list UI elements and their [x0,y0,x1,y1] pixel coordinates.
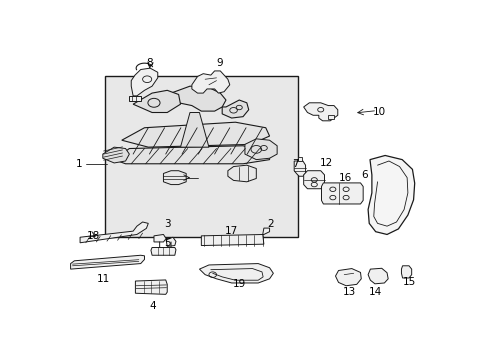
Text: 1: 1 [75,159,82,169]
Polygon shape [321,183,363,204]
Polygon shape [367,268,387,284]
Polygon shape [167,86,225,111]
Polygon shape [191,71,229,93]
Text: 6: 6 [361,170,367,180]
Bar [104,76,297,237]
Polygon shape [367,156,414,234]
Polygon shape [133,90,180,112]
Polygon shape [102,147,129,163]
Polygon shape [327,115,333,120]
Polygon shape [297,157,302,161]
Text: 10: 10 [372,107,385,117]
Text: 2: 2 [266,219,273,229]
Polygon shape [131,68,158,96]
Polygon shape [294,161,305,176]
Polygon shape [166,237,176,246]
Text: 11: 11 [97,274,110,284]
Polygon shape [114,146,269,164]
Polygon shape [244,139,277,159]
Polygon shape [201,228,269,246]
Text: 8: 8 [146,58,152,68]
Text: 13: 13 [342,287,355,297]
Polygon shape [303,171,324,189]
Polygon shape [135,280,167,294]
Text: 19: 19 [232,279,245,289]
Polygon shape [151,247,176,255]
Polygon shape [122,122,269,147]
Polygon shape [129,96,141,102]
Polygon shape [227,165,256,182]
Text: 14: 14 [368,287,381,297]
Polygon shape [199,264,273,283]
Text: 3: 3 [164,219,170,229]
Polygon shape [335,269,361,286]
Text: 9: 9 [216,58,223,68]
Polygon shape [163,171,186,185]
Text: 12: 12 [319,158,332,168]
Polygon shape [154,234,166,242]
Text: 4: 4 [149,301,156,311]
Polygon shape [180,112,208,147]
Polygon shape [401,266,411,278]
Text: 18: 18 [87,231,100,241]
Polygon shape [222,100,248,118]
Polygon shape [80,222,148,243]
Polygon shape [70,255,144,269]
Text: 15: 15 [402,277,415,287]
Text: 16: 16 [338,173,351,183]
Text: 7: 7 [292,159,298,169]
Text: 5: 5 [164,238,170,248]
Text: 17: 17 [224,226,238,236]
Polygon shape [303,103,337,121]
